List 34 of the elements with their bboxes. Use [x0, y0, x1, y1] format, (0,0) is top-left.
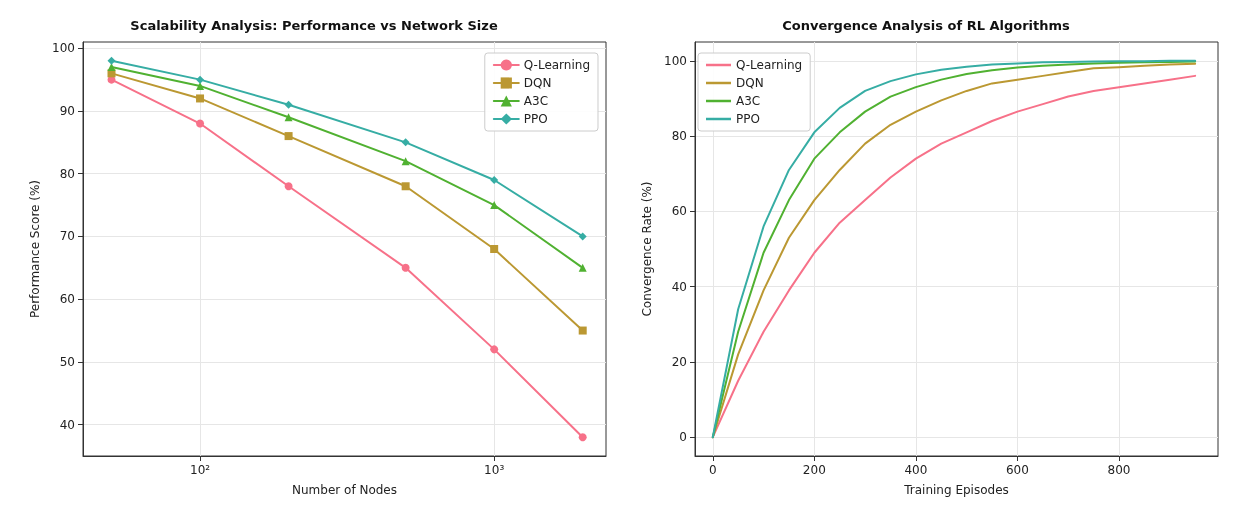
x-tick-label: 10² [190, 463, 211, 477]
x-axis-title: Training Episodes [903, 483, 1009, 497]
x-tick-label: 0 [708, 463, 717, 477]
x-tick-label: 800 [1107, 463, 1131, 477]
y-tick-label: 40 [671, 279, 687, 294]
y-axis-title: Convergence Rate (%) [640, 181, 655, 317]
x-tick-label: 600 [1005, 463, 1029, 477]
x-axis-title: Number of Nodes [292, 483, 397, 497]
x-tick-label: 10³ [484, 463, 505, 477]
chart-title: Convergence Analysis of RL Algorithms [782, 18, 1071, 33]
legend-label: PPO [736, 112, 760, 126]
y-tick-label: 0 [679, 430, 687, 445]
legend-label: DQN [523, 76, 552, 90]
y-tick-label: 60 [59, 292, 75, 307]
legend-label: PPO [523, 112, 548, 126]
y-axis-title: Performance Score (%) [28, 179, 43, 319]
y-tick-label: 70 [59, 229, 75, 244]
y-tick-label: 20 [671, 354, 687, 369]
legend-label: DQN [736, 76, 764, 90]
chart-title: Scalability Analysis: Performance vs Network Size [130, 18, 498, 33]
y-tick-label: 40 [59, 417, 75, 432]
x-tick-label: 200 [802, 463, 826, 477]
y-tick-label: 50 [59, 354, 75, 369]
y-tick-label: 100 [664, 53, 687, 68]
legend-label: Q-Learning [523, 58, 591, 72]
y-tick-label: 100 [52, 41, 75, 56]
y-tick-label: 80 [59, 166, 75, 181]
legend-label: A3C [736, 94, 761, 108]
legend-label: A3C [523, 94, 549, 108]
y-tick-label: 60 [671, 204, 687, 219]
y-tick-label: 90 [59, 104, 75, 118]
y-tick-label: 80 [671, 129, 687, 144]
legend-label: Q-Learning [736, 58, 803, 72]
x-tick-label: 400 [904, 463, 928, 477]
